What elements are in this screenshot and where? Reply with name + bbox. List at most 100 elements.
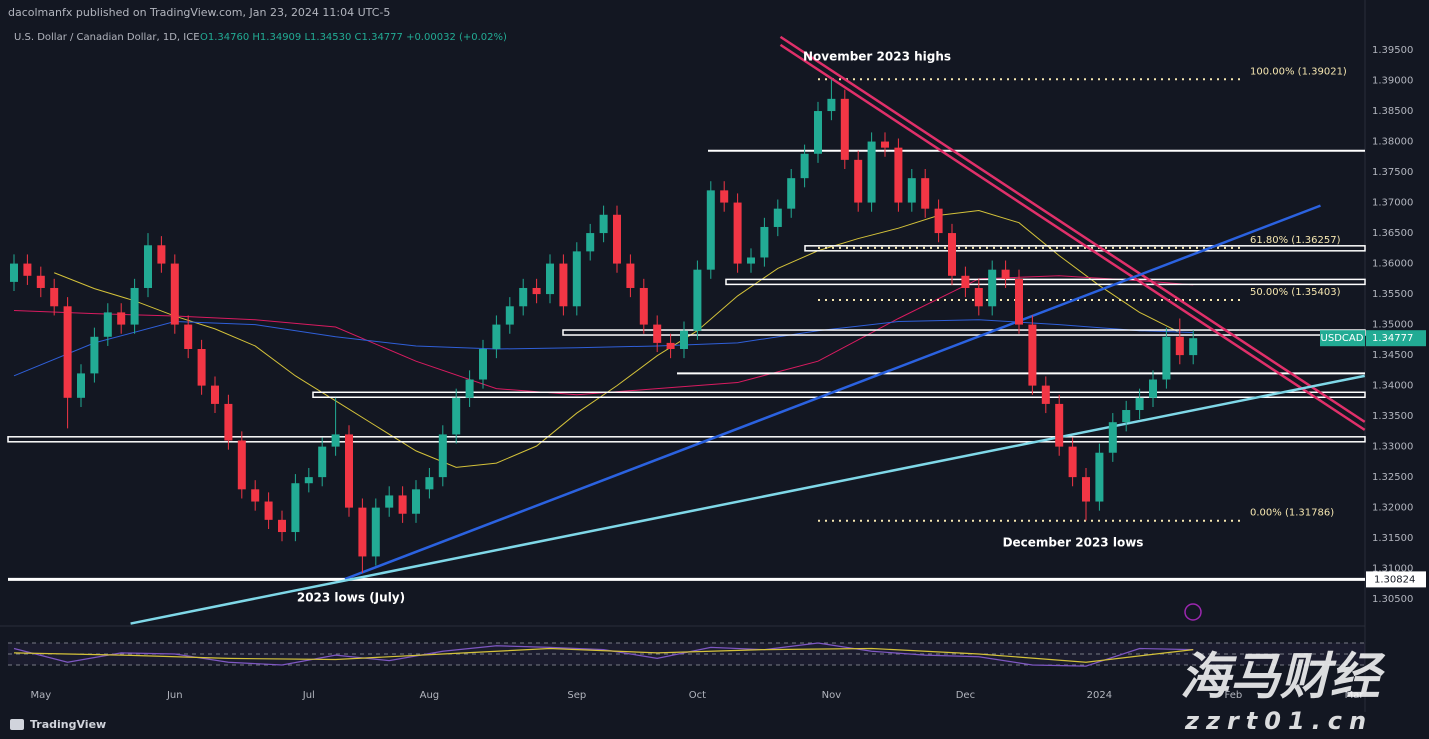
candle-body bbox=[599, 214, 608, 234]
y-tick-label: 1.33500 bbox=[1372, 411, 1413, 422]
candle-body bbox=[693, 269, 702, 331]
candle-body bbox=[412, 489, 420, 514]
candle-body bbox=[130, 287, 139, 325]
candle-body bbox=[881, 141, 889, 148]
candle-body bbox=[184, 324, 193, 349]
annotation: 2023 lows (July) bbox=[297, 591, 405, 605]
candle-body bbox=[224, 403, 233, 441]
trendline bbox=[779, 35, 1366, 423]
candle-body bbox=[760, 226, 769, 258]
candle-body bbox=[733, 202, 742, 264]
symbol-tag-label: USDCAD bbox=[1321, 333, 1364, 344]
candle-body bbox=[1028, 324, 1037, 386]
candle-body bbox=[117, 312, 126, 325]
candle-body bbox=[425, 477, 434, 490]
candle-body bbox=[854, 159, 863, 203]
candle-body bbox=[626, 263, 635, 288]
candle-body bbox=[867, 141, 876, 203]
symbol-legend: U.S. Dollar / Canadian Dollar, 1D, ICE bbox=[14, 32, 200, 43]
y-tick-label: 1.30500 bbox=[1372, 594, 1413, 605]
watermark-url: zzrt01.cn bbox=[1184, 707, 1373, 735]
x-tick-label: Dec bbox=[956, 690, 975, 701]
x-tick-label: May bbox=[30, 690, 51, 701]
candle-body bbox=[1001, 269, 1010, 279]
trendline bbox=[779, 43, 1366, 431]
x-tick-label: Oct bbox=[689, 690, 706, 701]
x-tick-label: Aug bbox=[420, 690, 440, 701]
candle-body bbox=[492, 324, 501, 349]
candle-body bbox=[559, 263, 568, 307]
y-tick-label: 1.31000 bbox=[1372, 564, 1413, 575]
candle-body bbox=[264, 501, 273, 520]
watermark-title: 海马财经 bbox=[1180, 648, 1386, 706]
fib-label: 100.00% (1.39021) bbox=[1250, 66, 1347, 77]
candle-body bbox=[948, 233, 956, 276]
candle-body bbox=[586, 233, 595, 252]
candle-body bbox=[1041, 385, 1050, 404]
candle-body bbox=[1135, 397, 1144, 411]
last-price-label: 1.34777 bbox=[1372, 333, 1413, 344]
candle-body bbox=[1175, 336, 1184, 356]
candle-body bbox=[144, 245, 152, 288]
symbol-tag bbox=[1320, 330, 1365, 347]
plot: 1.39500 1.39000 1.38500 1.38000 1.37500 1.370… bbox=[7, 35, 1413, 701]
candle-body bbox=[1189, 338, 1198, 356]
candle-body bbox=[921, 178, 930, 209]
candle-body bbox=[1055, 403, 1064, 447]
annotation: November 2023 highs bbox=[803, 50, 951, 64]
level-price-label: 1.30824 bbox=[1374, 574, 1415, 585]
y-tick-label: 1.32500 bbox=[1372, 472, 1413, 483]
candle-body bbox=[90, 336, 99, 374]
last-price-tag bbox=[1366, 330, 1426, 347]
candle-body bbox=[358, 507, 367, 557]
trendline bbox=[344, 204, 1321, 581]
candle-body bbox=[894, 147, 903, 203]
candle-body bbox=[572, 251, 581, 307]
candle-body bbox=[934, 208, 943, 234]
y-tick-label: 1.39500 bbox=[1372, 45, 1413, 56]
candle-body bbox=[371, 507, 380, 557]
support-resistance-zone bbox=[312, 391, 1366, 399]
moving-average bbox=[54, 209, 1181, 468]
candle-body bbox=[291, 483, 300, 533]
y-tick-label: 1.35500 bbox=[1372, 289, 1413, 300]
candle-body bbox=[77, 373, 85, 398]
x-tick-label: Jun bbox=[166, 690, 183, 701]
x-tick-label: 2024 bbox=[1087, 690, 1112, 701]
rsi-line bbox=[13, 642, 1194, 667]
x-tick-label: Mar bbox=[1345, 690, 1365, 701]
y-tick-label: 1.32000 bbox=[1372, 503, 1413, 514]
candle-body bbox=[211, 385, 219, 404]
candle-body bbox=[1082, 477, 1090, 502]
x-tick-label: Feb bbox=[1225, 690, 1243, 701]
candle-body bbox=[666, 342, 675, 349]
fib-label: 61.80% (1.36257) bbox=[1250, 235, 1341, 246]
y-tick-label: 1.33000 bbox=[1372, 442, 1413, 453]
support-resistance-zone bbox=[7, 436, 1366, 443]
candle-body bbox=[773, 208, 782, 227]
candle-body bbox=[23, 263, 32, 276]
candle-body bbox=[827, 98, 836, 112]
candle-body bbox=[63, 306, 72, 398]
candle-body bbox=[639, 287, 648, 325]
rsi-line bbox=[13, 647, 1194, 663]
candle-body bbox=[385, 495, 394, 508]
candle-body bbox=[36, 275, 45, 288]
candle-body bbox=[706, 190, 715, 270]
candle-body bbox=[331, 434, 340, 447]
candle-body bbox=[237, 440, 246, 490]
candle-body bbox=[438, 434, 447, 478]
level-price-tag bbox=[1366, 571, 1426, 588]
y-tick-label: 1.38500 bbox=[1372, 106, 1413, 117]
fib-label: 50.00% (1.35403) bbox=[1250, 287, 1341, 298]
candle-body bbox=[907, 178, 916, 203]
candle-body bbox=[103, 312, 112, 337]
candle-body bbox=[1108, 422, 1117, 453]
candle-body bbox=[814, 111, 822, 154]
x-tick-label: Jul bbox=[302, 690, 315, 701]
y-tick-label: 1.36000 bbox=[1372, 259, 1413, 270]
trendline bbox=[130, 374, 1365, 625]
candle-body bbox=[505, 306, 514, 325]
